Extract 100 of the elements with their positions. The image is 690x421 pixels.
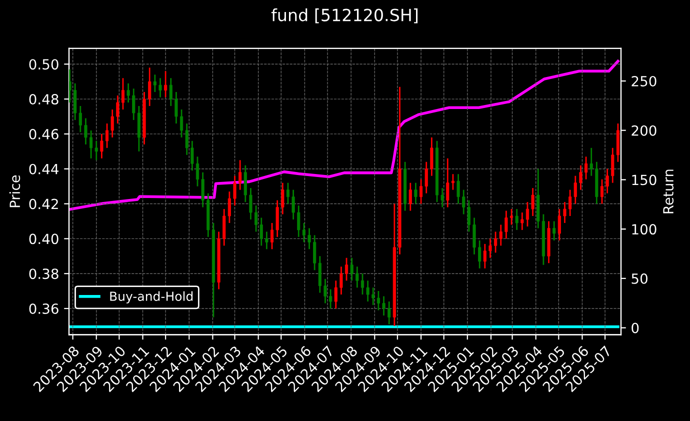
candlestick	[499, 224, 502, 246]
candlestick	[158, 77, 162, 98]
candlestick	[286, 182, 290, 204]
candlestick	[281, 182, 284, 215]
candlestick	[84, 118, 88, 146]
candlestick	[297, 204, 300, 238]
candlestick	[510, 208, 514, 226]
line-series	[69, 60, 620, 211]
candlestick	[456, 173, 460, 204]
y-tick-label: 0.36	[29, 303, 58, 314]
candlestick	[563, 201, 566, 224]
y-axis-title: Price	[9, 175, 20, 208]
candlestick	[408, 182, 412, 212]
candlestick	[126, 82, 130, 104]
candlestick	[419, 178, 423, 204]
y-tick-label: 0.42	[29, 198, 58, 210]
candlestick	[90, 130, 93, 160]
candlestick	[132, 88, 136, 121]
candlestick	[190, 140, 194, 172]
candlestick	[356, 266, 359, 288]
candlestick	[148, 66, 152, 107]
candlestick	[153, 74, 156, 93]
candlestick	[424, 161, 428, 194]
y-tick-label: 0.50	[29, 59, 58, 70]
candlestick	[313, 234, 316, 271]
candlestick	[467, 200, 470, 232]
y-tick-label: 0.40	[29, 234, 58, 244]
y2-tick-label: 100	[632, 224, 656, 235]
candlestick	[116, 94, 120, 124]
candlestick	[121, 77, 125, 110]
candlestick	[180, 108, 184, 138]
legend-label: Buy-and-Hold	[110, 291, 193, 304]
y-tick-label: 0.46	[29, 128, 58, 140]
candlestick	[302, 222, 306, 243]
candlestick	[494, 231, 498, 254]
candlestick	[249, 187, 252, 220]
candlestick	[584, 156, 588, 180]
candlestick	[334, 280, 338, 310]
candlestick	[164, 70, 168, 98]
candlestick	[344, 257, 348, 282]
candlestick	[462, 189, 466, 215]
candlestick	[228, 190, 231, 224]
candlestick	[69, 68, 72, 104]
candlestick	[276, 200, 279, 238]
y2-tick-label: 250	[632, 76, 656, 86]
candlestick	[366, 280, 370, 302]
y2-tick-label: 0	[632, 322, 639, 334]
candlestick	[74, 82, 77, 121]
candlestick	[329, 288, 332, 310]
candlestick	[504, 210, 508, 240]
candlestick	[110, 108, 114, 138]
candlestick	[169, 77, 172, 107]
candlestick	[270, 222, 274, 250]
candlestick	[382, 296, 386, 316]
candlestick	[472, 217, 476, 256]
candlestick	[254, 204, 258, 232]
candlestick	[488, 238, 492, 259]
candlestick	[196, 156, 200, 188]
candlestick	[611, 147, 614, 184]
candlestick	[531, 187, 534, 217]
candlestick	[174, 91, 178, 124]
candlestick	[292, 189, 295, 220]
candlestick	[451, 173, 455, 191]
candlestick	[520, 212, 524, 231]
candlestick	[579, 164, 582, 191]
candlestick	[446, 158, 450, 208]
candlestick	[558, 208, 561, 242]
candlestick	[430, 136, 434, 177]
candlestick	[606, 168, 609, 194]
candlestick	[233, 175, 236, 206]
candlestick	[244, 164, 247, 203]
y2-axis-title: Return	[663, 170, 674, 214]
candlestick	[308, 228, 311, 250]
candlestick	[376, 290, 380, 311]
candlestick	[100, 133, 104, 160]
candlestick	[478, 240, 482, 270]
candlestick	[568, 189, 572, 217]
candlestick	[574, 175, 577, 204]
candlestick	[324, 278, 327, 304]
y-tick-label: 0.48	[29, 94, 58, 105]
candlestick	[440, 187, 444, 208]
candlestick	[260, 217, 263, 246]
candlestick	[515, 208, 518, 231]
chart-title: fund [512120.SH]	[271, 8, 418, 24]
candlestick	[360, 272, 364, 296]
candlestick	[414, 182, 418, 204]
candlestick	[265, 231, 268, 250]
candlestick	[372, 286, 375, 306]
candlestick	[600, 178, 604, 204]
candlestick	[318, 255, 322, 294]
candlestick	[201, 172, 204, 208]
candlestick	[185, 122, 188, 156]
candlestick	[340, 266, 343, 296]
y-tick-label: 0.44	[29, 164, 58, 174]
candlestick	[552, 220, 556, 242]
candlestick	[94, 140, 98, 161]
candlestick	[483, 243, 486, 270]
candlestick	[526, 201, 530, 228]
candlestick	[222, 208, 226, 246]
candlestick	[590, 147, 593, 177]
